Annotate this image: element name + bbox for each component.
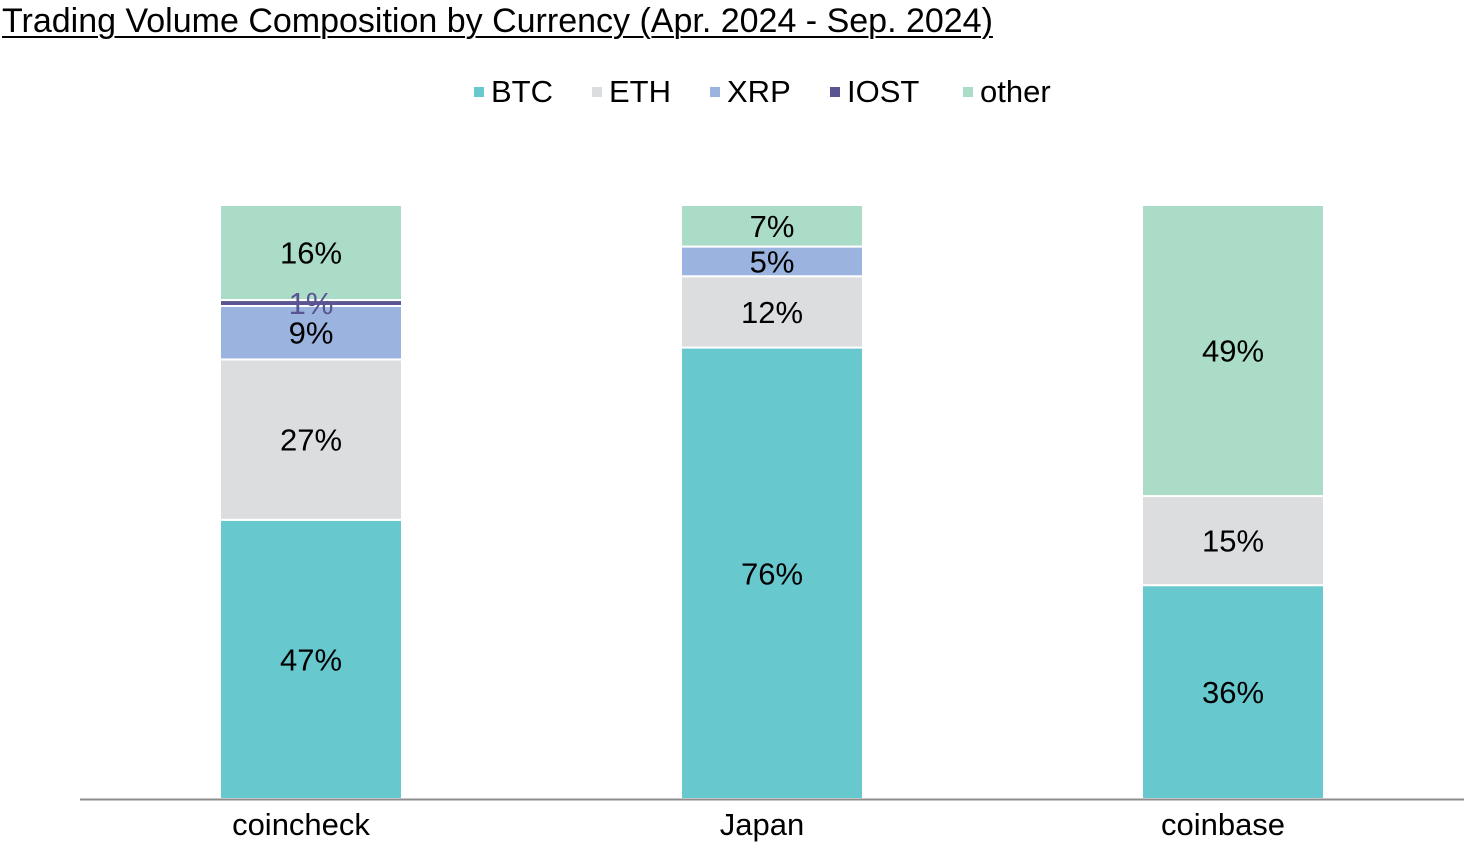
data-label-japan-eth: 12% [741, 295, 803, 330]
bar-segment-coincheck-other [219, 204, 403, 302]
x-tick-label-coincheck: coincheck [232, 807, 370, 842]
data-labels: 47% 27% 9%1% 16% 76% 12% 5%7% 36% 15% 49% [280, 209, 1264, 710]
data-label-coincheck-other: 16% [280, 236, 342, 271]
chart-title: Trading Volume Composition by Currency (… [2, 2, 993, 40]
bar-segment-coinbase-btc [1141, 584, 1325, 800]
data-label-japan-btc: 76% [741, 556, 803, 591]
bar-segment-japan-xrp [680, 245, 864, 278]
legend-marker-btc [474, 87, 484, 97]
legend-label-other: other [980, 74, 1051, 109]
data-label-coinbase-eth: 15% [1202, 524, 1264, 559]
data-label-coincheck-xrp: 9% [289, 316, 334, 351]
legend-marker-eth [592, 87, 602, 97]
bar-segment-coincheck-xrp [219, 304, 403, 361]
bar-segment-coinbase-other [1141, 204, 1325, 498]
data-label-coincheck-eth: 27% [280, 423, 342, 458]
bar-segment-japan-other [680, 204, 864, 248]
legend-marker-iost [830, 87, 840, 97]
legend-marker-other [963, 87, 973, 97]
data-label-coincheck-btc: 47% [280, 642, 342, 677]
legend: BTC ETH XRP IOST other [474, 74, 1051, 109]
data-label-coinbase-other: 49% [1202, 334, 1264, 369]
x-tick-label-japan: Japan [720, 807, 804, 842]
legend-label-eth: ETH [609, 74, 671, 109]
data-label-coincheck-iost: 1% [289, 286, 334, 321]
bar-segment-coincheck-btc [219, 518, 403, 800]
x-tick-label-coinbase: coinbase [1161, 807, 1285, 842]
legend-marker-xrp [710, 87, 720, 97]
x-tick-labels: coincheck Japan coinbase [232, 807, 1285, 842]
data-label-japan-xrp: 5% [750, 244, 795, 279]
legend-label-iost: IOST [847, 74, 919, 109]
bars [219, 204, 1325, 800]
data-label-coinbase-btc: 36% [1202, 675, 1264, 710]
bar-segment-coinbase-eth [1141, 495, 1325, 587]
legend-label-xrp: XRP [727, 74, 791, 109]
legend-label-btc: BTC [491, 74, 553, 109]
data-label-japan-other: 7% [750, 209, 795, 244]
